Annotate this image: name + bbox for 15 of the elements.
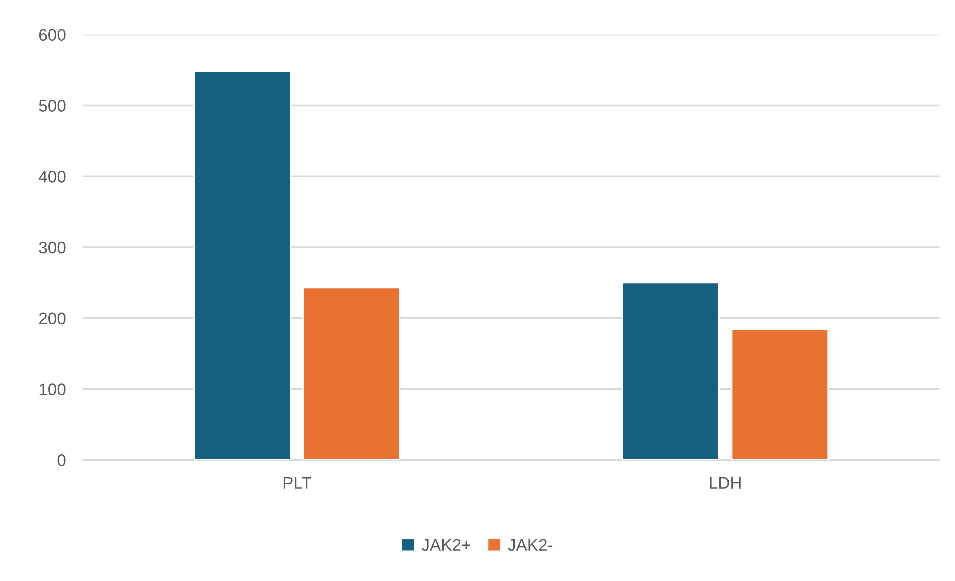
x-tick-label: PLT — [284, 477, 312, 489]
bar — [731, 329, 830, 460]
y-tick-label: 0 — [58, 454, 66, 466]
bar — [622, 282, 720, 460]
y-tick-label: 300 — [39, 242, 66, 254]
y-tick-label: 600 — [39, 29, 66, 42]
y-tick-label: 200 — [39, 312, 66, 325]
legend-label: JAK2- — [508, 539, 553, 552]
y-tick-label: 400 — [38, 171, 66, 183]
y-tick-label: 500 — [39, 100, 66, 112]
bar — [194, 71, 292, 460]
y-tick-label: 100 — [40, 384, 66, 396]
bar — [302, 287, 401, 460]
legend-label: JAK2+ — [422, 539, 470, 552]
x-tick-label: LDH — [710, 477, 741, 489]
